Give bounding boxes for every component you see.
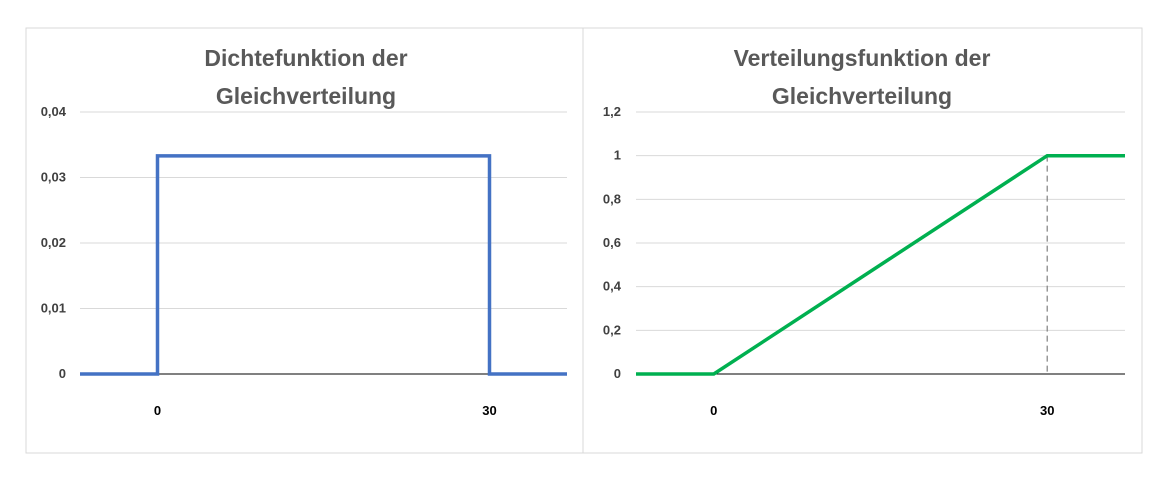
y-tick-label: 0,2	[603, 322, 621, 337]
y-tick-label: 0,02	[41, 235, 66, 250]
x-axis: 0 30	[80, 373, 567, 418]
y-tick-label: 0	[614, 366, 621, 381]
series-line	[80, 154, 567, 376]
series-marks	[80, 154, 567, 376]
y-tick-label: 1	[614, 148, 621, 163]
chart-title-line-2: Gleichverteilung	[772, 83, 952, 109]
y-tick-label: 0,01	[41, 301, 66, 316]
x-tick-label: 30	[482, 403, 496, 418]
y-tick-label: 1,2	[603, 104, 621, 119]
x-tick-label: 30	[1040, 403, 1054, 418]
x-tick-label: 0	[710, 403, 717, 418]
y-tick-label: 0,03	[41, 170, 66, 185]
y-tick-label: 0,4	[603, 279, 622, 294]
chart-title-line-1: Verteilungsfunktion der	[734, 45, 991, 71]
y-axis: 0 0,2 0,4 0,6 0,8 1 1,2	[603, 104, 622, 381]
y-tick-label: 0,8	[603, 191, 621, 206]
chart-frame	[582, 27, 1143, 454]
density-chart: Dichtefunktion der Gleichverteilung 0 0,0…	[25, 27, 584, 454]
y-axis: 0 0,01 0,02 0,03 0,04	[41, 104, 67, 381]
chart-title-line-1: Dichtefunktion der	[204, 45, 407, 71]
series-marks	[636, 153, 1125, 376]
chart-title-line-2: Gleichverteilung	[216, 83, 396, 109]
gridlines	[80, 111, 567, 309]
y-tick-label: 0,6	[603, 235, 621, 250]
series-line	[636, 153, 1125, 376]
x-axis: 0 30	[636, 373, 1125, 418]
gridlines	[636, 111, 1125, 331]
distribution-chart: Verteilungsfunktion der Gleichverteilung…	[582, 27, 1143, 454]
y-tick-label: 0,04	[41, 104, 67, 119]
y-tick-label: 0	[59, 366, 66, 381]
x-tick-label: 0	[154, 403, 161, 418]
